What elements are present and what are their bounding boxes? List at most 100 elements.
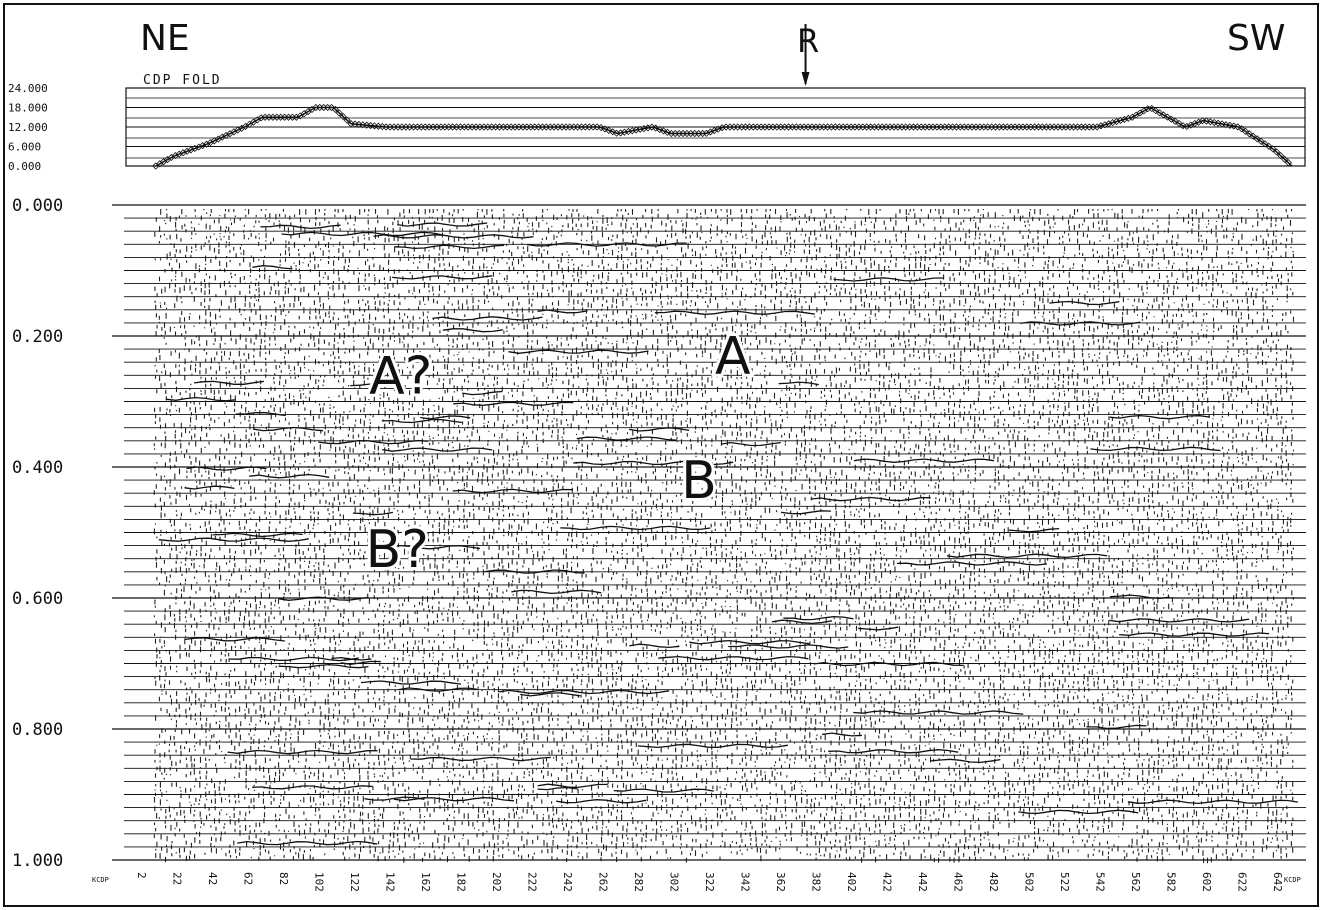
fold-diamond-marker [1058,123,1066,131]
fold-diamond-marker [1113,117,1121,126]
fold-diamond-marker [1066,123,1074,131]
fold-diamond-marker [835,123,843,131]
fold-diamond-marker [691,129,699,138]
fold-diamond-marker [519,123,527,131]
horizon-annotation: B? [366,520,429,580]
fold-diamond-marker [937,123,945,131]
fold-diamond-marker [499,123,507,131]
fold-diamond-marker [909,123,918,131]
fold-diamond-marker [343,116,351,124]
fold-diamond-marker [866,123,875,131]
fold-diamond-marker [1218,120,1226,128]
fold-diamond-marker [859,123,867,131]
fold-diamond-marker [847,123,855,131]
marker-arrow-head [801,72,810,86]
fold-diamond-marker [960,123,968,131]
fold-diamond-marker [378,123,386,131]
fold-diamond-marker [1034,123,1043,131]
cdp-tick-label: 102 [313,872,326,892]
fold-tick-label: 12.000 [8,121,48,134]
fold-diamond-marker [683,129,691,138]
fold-diamond-marker [484,123,492,131]
fold-diamond-marker [316,103,324,112]
fold-diamond-marker [1050,123,1058,131]
cdp-tick-label: 562 [1129,872,1142,892]
time-tick-label: 0.400 [12,458,63,478]
fold-diamond-marker [1269,145,1277,153]
fold-diamond-marker [874,123,882,131]
cdp-tick-label: 382 [810,872,823,892]
annotation-halo: A [715,327,751,387]
fold-diamond-marker [441,123,449,131]
fold-diamond-marker [1081,123,1089,131]
fold-diamond-marker [566,123,574,131]
cdp-tick-label: 622 [1236,872,1249,892]
fold-diamond-marker [370,122,379,130]
marker-r-label: R [797,22,819,60]
cdp-tick-label: 422 [881,872,894,892]
fold-diamond-marker [921,123,929,131]
fold-diamond-marker [523,123,531,131]
fold-diamond-marker [491,123,500,131]
time-tick-label: 0.800 [12,720,63,740]
fold-diamond-marker [187,146,195,154]
fold-diamond-marker [359,121,367,129]
fold-diamond-marker [284,113,293,121]
fold-diamond-marker [406,123,414,131]
fold-diamond-marker [558,123,566,131]
fold-diamond-marker [687,129,695,138]
fold-diamond-marker [616,129,625,137]
cdp-tick-label: 522 [1058,872,1071,892]
fold-diamond-marker [570,123,578,131]
fold-diamond-marker [402,123,410,131]
fold-diamond-marker [1116,116,1125,125]
fold-diamond-marker [179,149,187,157]
fold-diamond-marker [320,103,328,112]
fold-diamond-marker [1214,119,1222,127]
fold-diamond-marker [195,143,203,151]
fold-diamond-marker [390,123,398,131]
cdp-tick-label: 2 [135,872,148,879]
fold-diamond-marker [417,123,425,131]
fold-diamond-marker [1280,155,1289,163]
fold-diamond-marker [495,123,504,131]
fold-diamond-marker [956,123,964,131]
fold-diamond-marker [753,123,761,131]
fold-diamond-marker [527,123,535,131]
fold-diamond-marker [808,123,816,131]
fold-diamond-marker [890,123,898,131]
fold-diamond-marker [1210,118,1218,127]
seismic-reflector-streaks [158,222,1299,846]
fold-diamond-marker [933,123,941,131]
fold-diamond-marker [1101,121,1109,129]
fold-diamond-marker [1023,123,1031,131]
cdp-tick-label: 502 [1023,872,1036,892]
cdp-tick-label: 42 [206,872,219,885]
cdp-tick-label: 222 [526,872,539,892]
fold-diamond-marker [1015,123,1023,131]
fold-diamond-marker [1191,120,1199,128]
fold-diamond-marker [671,129,679,138]
cdp-tick-label: 302 [668,872,681,892]
fold-diamond-marker [757,123,765,131]
cdp-tick-label: 342 [739,872,752,892]
fold-diamond-marker [398,123,406,131]
fold-diamond-marker [452,123,461,131]
fold-diamond-marker [538,123,546,131]
cdp-tick-label: 322 [703,872,716,892]
ne-direction-label: NE [140,18,190,59]
fold-diamond-marker [699,129,707,138]
fold-diamond-marker [409,123,418,131]
fold-diamond-marker [261,113,269,121]
fold-diamond-marker [667,129,675,138]
fold-diamond-marker [445,123,453,131]
fold-diamond-marker [277,113,285,121]
fold-diamond-marker [589,123,597,131]
cdp-tick-label: 602 [1200,872,1213,892]
fold-diamond-marker [722,123,730,131]
fold-diamond-marker [597,123,605,132]
fold-diamond-marker [511,123,519,131]
fold-diamond-marker [620,128,629,136]
